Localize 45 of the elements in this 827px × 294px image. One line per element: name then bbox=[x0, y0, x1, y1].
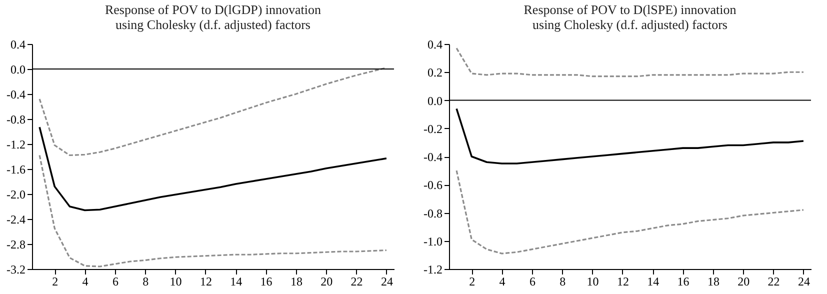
x-tick-label: 8 bbox=[142, 274, 149, 288]
x-tick-label: 18 bbox=[290, 274, 302, 288]
x-tick-label: 4 bbox=[82, 274, 88, 288]
x-tick-label: 16 bbox=[260, 274, 272, 288]
x-tick-label: 6 bbox=[112, 274, 118, 288]
y-tick-label: -0.4 bbox=[424, 150, 442, 164]
x-tick-label: 20 bbox=[738, 274, 750, 288]
x-tick-label: 20 bbox=[320, 274, 333, 288]
y-tick-label: -3.2 bbox=[6, 262, 26, 276]
x-tick-label: 22 bbox=[768, 274, 780, 288]
y-tick-label: -0.6 bbox=[424, 178, 442, 192]
y-tick-label: -0.8 bbox=[424, 206, 442, 220]
y-tick-label: 0.4 bbox=[428, 38, 442, 52]
x-tick-label: 10 bbox=[586, 274, 599, 288]
y-tick-label: -0.2 bbox=[424, 122, 442, 136]
chart-title: Response of POV to D(lSPE) innovation using Cholesky (d.f. adjusted) factors bbox=[524, 2, 737, 32]
x-tick-label: 12 bbox=[200, 274, 212, 288]
y-tick-label: 0.0 bbox=[428, 94, 442, 108]
x-tick-label: 10 bbox=[170, 274, 182, 288]
x-tick-label: 2 bbox=[469, 274, 476, 288]
x-tick-label: 4 bbox=[499, 274, 506, 288]
x-tick-label: 22 bbox=[350, 274, 363, 288]
x-tick-label: 12 bbox=[616, 274, 629, 288]
x-tick-label: 24 bbox=[798, 274, 810, 288]
y-tick-label: -1.2 bbox=[6, 138, 26, 152]
x-tick-label: 8 bbox=[560, 274, 566, 288]
x-tick-label: 6 bbox=[529, 274, 536, 288]
x-tick-label: 16 bbox=[677, 274, 690, 288]
y-tick-label: -1.2 bbox=[424, 262, 442, 276]
y-tick-label: -2.0 bbox=[6, 188, 26, 202]
y-tick-label: -0.4 bbox=[6, 88, 26, 102]
y-tick-label: -1.0 bbox=[424, 234, 442, 248]
x-tick-label: 18 bbox=[707, 274, 720, 288]
x-tick-label: 24 bbox=[380, 274, 393, 288]
y-tick-label: -2.4 bbox=[6, 212, 26, 226]
y-tick-label: -0.8 bbox=[6, 112, 26, 126]
y-tick-label: 0.2 bbox=[428, 66, 442, 80]
y-tick-label: 0.0 bbox=[10, 62, 26, 76]
y-tick-label: -2.8 bbox=[6, 238, 26, 252]
chart-title: Response of POV to D(lGDP) innovation using Cholesky (d.f. adjusted) factors bbox=[104, 2, 322, 32]
x-tick-label: 2 bbox=[52, 274, 58, 288]
y-tick-label: -1.6 bbox=[6, 162, 26, 176]
x-tick-label: 14 bbox=[647, 274, 660, 288]
x-tick-label: 14 bbox=[230, 274, 242, 288]
y-tick-label: 0.4 bbox=[10, 38, 26, 52]
